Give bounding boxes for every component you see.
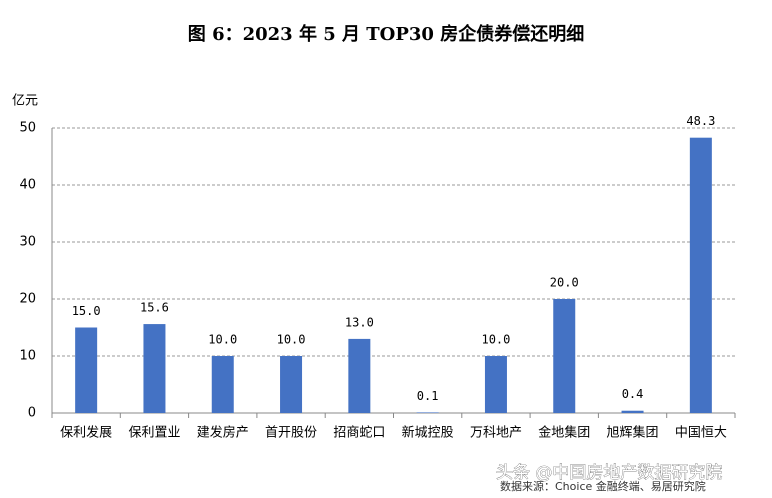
bar xyxy=(75,327,98,413)
y-tick-label: 0 xyxy=(28,406,36,421)
x-tick-label: 中国恒大 xyxy=(675,426,727,441)
value-label: 10.0 xyxy=(208,333,237,347)
x-tick-label: 万科地产 xyxy=(470,426,522,441)
value-label: 0.4 xyxy=(622,387,644,401)
watermark: 头条 @中国房地产数据研究院 xyxy=(496,463,722,483)
bar xyxy=(484,356,507,413)
bar xyxy=(143,324,166,413)
x-tick-label: 建发房产 xyxy=(197,425,249,441)
x-tick-label: 金地集团 xyxy=(538,425,590,441)
x-tick-label: 保利置业 xyxy=(128,426,180,441)
bar xyxy=(348,338,371,413)
bar xyxy=(689,137,712,413)
value-label: 15.0 xyxy=(72,304,101,318)
value-label: 48.3 xyxy=(686,114,715,128)
y-axis-label: 亿元 xyxy=(12,94,38,109)
chart-title: 图 6：2023 年 5 月 TOP30 房企债券偿还明细 xyxy=(188,23,584,45)
value-label: 10.0 xyxy=(277,333,306,347)
value-label: 20.0 xyxy=(550,276,579,290)
y-tick-label: 50 xyxy=(19,121,36,136)
value-label: 0.1 xyxy=(417,389,439,403)
y-tick-label: 30 xyxy=(19,235,36,250)
y-tick-label: 40 xyxy=(19,178,36,193)
value-label: 13.0 xyxy=(345,315,374,329)
y-tick-label: 20 xyxy=(19,292,36,307)
y-tick-label: 10 xyxy=(19,349,36,364)
bar xyxy=(621,410,644,413)
x-tick-label: 旭辉集团 xyxy=(607,425,659,441)
x-tick-label: 首开股份 xyxy=(265,426,317,441)
bar xyxy=(553,299,576,413)
x-tick-label: 招商蛇口 xyxy=(333,426,385,441)
x-tick-label: 保利发展 xyxy=(60,425,112,441)
value-label: 15.6 xyxy=(140,301,169,315)
value-label: 10.0 xyxy=(481,333,510,347)
source: 数据来源：Choice 金融终端、易居研究院 xyxy=(500,479,706,493)
bar xyxy=(280,356,303,413)
x-tick-label: 新城控股 xyxy=(402,425,454,441)
bar xyxy=(211,356,234,413)
bar xyxy=(416,412,439,413)
